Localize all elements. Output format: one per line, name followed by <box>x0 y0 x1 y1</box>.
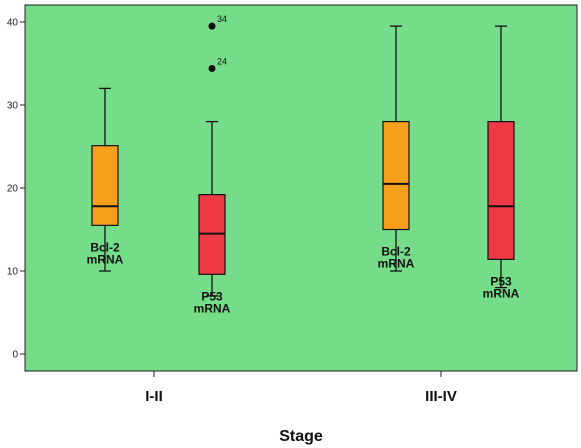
box-iqr <box>382 120 410 231</box>
outlier-label: 24 <box>217 56 227 66</box>
y-axis: 0 10 20 30 40 <box>7 18 25 361</box>
x-axis: I-II III-IV <box>145 371 457 405</box>
y-tick-label: 40 <box>7 18 19 29</box>
x-axis-title: Stage <box>279 428 323 445</box>
y-tick-label: 0 <box>12 350 18 361</box>
box-label-line1: P53 <box>490 274 512 288</box>
box-label-line2: mRNA <box>483 286 520 300</box>
box-iqr <box>91 145 119 226</box>
box-label-line2: mRNA <box>194 301 231 315</box>
y-tick-label: 30 <box>7 101 19 112</box>
y-tick-label: 10 <box>7 267 19 278</box>
outlier-label: 34 <box>217 14 227 24</box>
box-iqr <box>487 120 515 260</box>
box-label-line2: mRNA <box>378 257 415 271</box>
x-tick-label: III-IV <box>425 388 457 405</box>
box-label-line1: Bcl-2 <box>381 245 411 259</box>
box-label-line1: P53 <box>201 289 223 303</box>
outlier-point <box>208 64 216 72</box>
box-label-line2: mRNA <box>87 252 124 266</box>
x-tick-label: I-II <box>145 388 163 405</box>
box-label-line1: Bcl-2 <box>90 240 120 254</box>
outlier-point <box>208 22 216 30</box>
y-tick-label: 20 <box>7 184 19 195</box>
